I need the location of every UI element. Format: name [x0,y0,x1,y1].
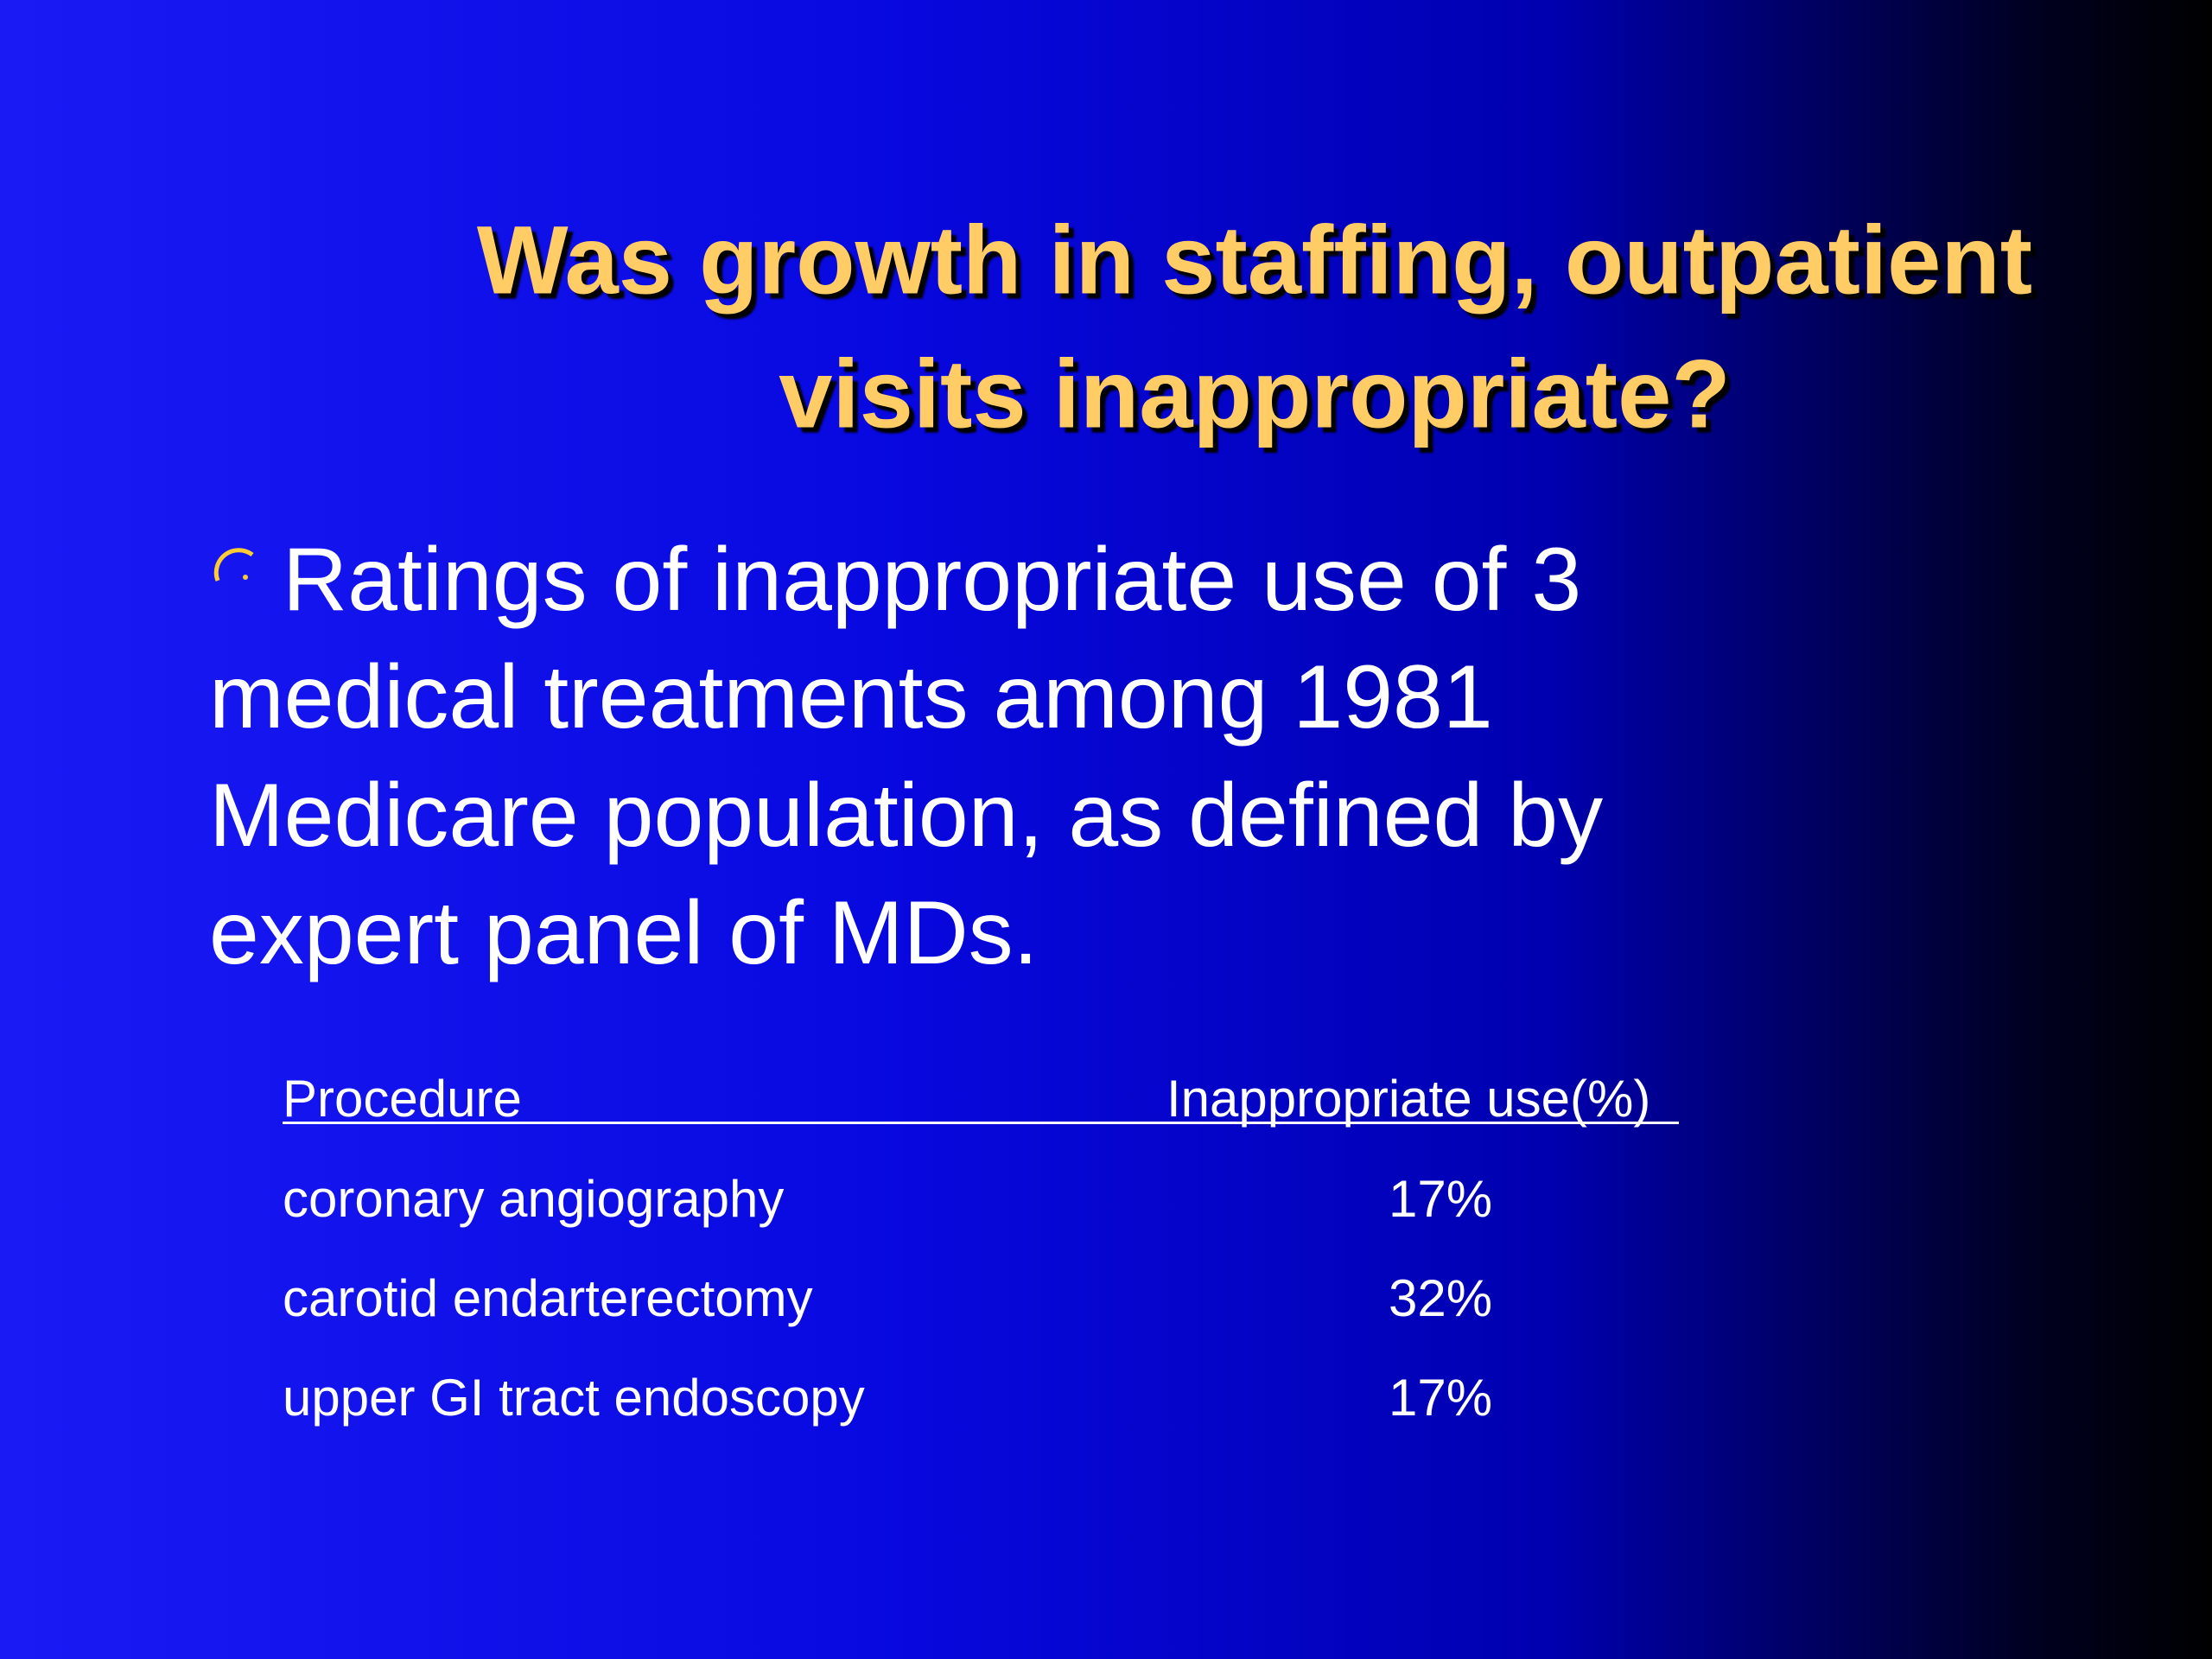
table-cell: 32% [1389,1269,1493,1327]
table-cell: 17% [1389,1170,1493,1228]
table-header: Inappropriate use(%) [1166,1070,1651,1128]
table-cell: upper GI tract endoscopy [283,1369,865,1427]
header-underline [283,1122,1679,1124]
bullet-text: Medicare population, as defined by [209,765,1604,866]
table-cell: carotid endarterectomy [283,1269,813,1327]
bullet-text: medical treatments among 1981 [209,646,1493,747]
bullet-text: expert panel of MDs. [209,882,1039,983]
table-header: Procedure [283,1070,522,1128]
title-line: visits inappropriate? [779,340,1731,448]
table-cell: 17% [1389,1369,1493,1427]
table-cell: coronary angiography [283,1170,785,1228]
bullet-text: Ratings of inappropriate use of 3 [283,529,1582,630]
bullet-icon [213,548,254,582]
title-line: Was growth in staffing, outpatient [476,206,2033,315]
